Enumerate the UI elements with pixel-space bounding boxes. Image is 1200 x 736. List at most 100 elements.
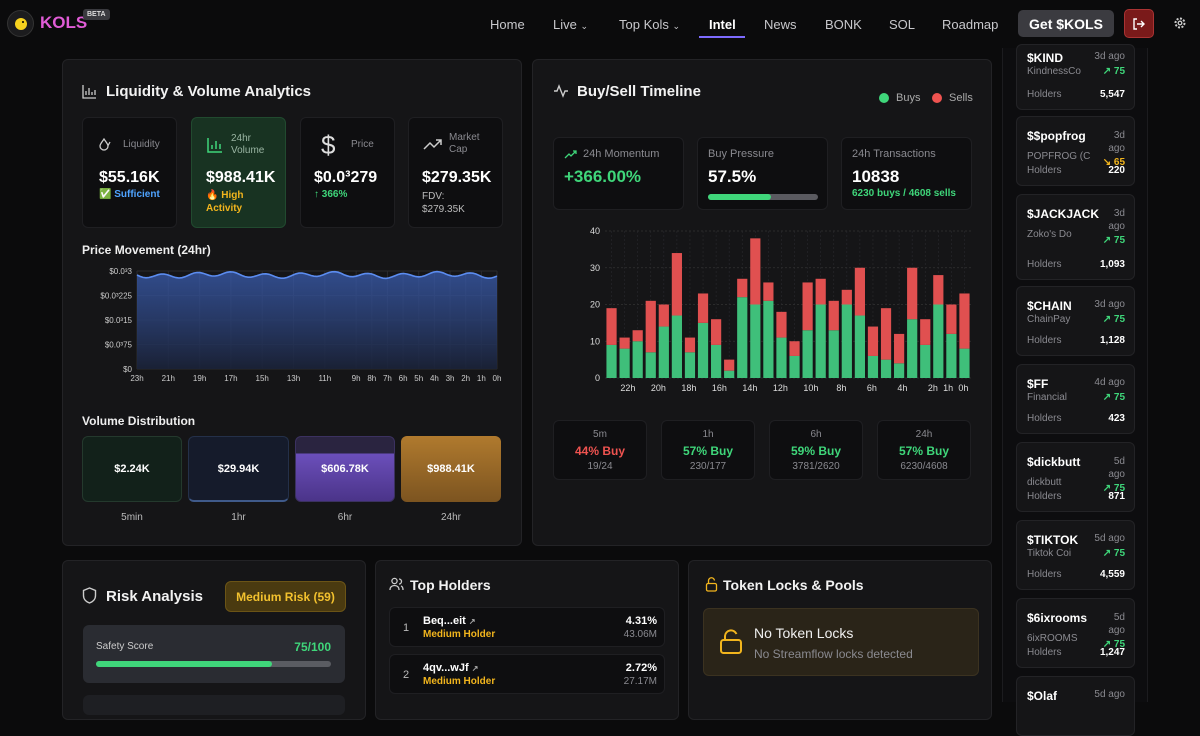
token-card[interactable]: $dickbutt 5d ago dickbutt ↗ 75 Holders 871 — [1016, 442, 1135, 512]
shield-icon — [82, 587, 97, 604]
sell-bar — [907, 267, 918, 320]
nav-home[interactable]: Home — [490, 17, 525, 32]
y-tick-label: 40 — [590, 226, 600, 236]
holder-rank: 2 — [403, 669, 410, 681]
volume-label-24hr: 24hr — [440, 512, 461, 523]
nav-sol[interactable]: SOL — [889, 17, 916, 32]
nav-live[interactable]: Live ⌄ — [553, 17, 588, 32]
buy-bar — [697, 322, 709, 378]
nav-roadmap[interactable]: Roadmap — [942, 17, 999, 32]
sell-bar — [894, 333, 905, 364]
buy-bar — [645, 352, 656, 378]
token-card[interactable]: $6ixrooms 5d ago 6ixROOMS ↗ 75 Holders 1,247 — [1016, 598, 1135, 668]
token-name: Tiktok Coi — [1027, 548, 1072, 559]
y-tick-label: $0.0³75 — [105, 341, 133, 350]
token-score: ↗ 75 — [1102, 392, 1125, 403]
sell-bar — [750, 238, 761, 305]
nav-bonk[interactable]: BONK — [825, 17, 862, 32]
stat-value: $988.41K — [206, 169, 276, 186]
token-card[interactable]: $KIND 3d ago KindnessCo ↗ 75 Holders 5,547 — [1016, 44, 1135, 110]
stat-note: FDV: $279.35K — [422, 191, 465, 215]
stat-note: ✅ Sufficient — [99, 189, 160, 200]
x-tick-label: 8h — [836, 383, 846, 393]
duck-icon — [14, 17, 27, 30]
volume-1hr: $29.94K — [188, 436, 289, 502]
stat-note: ↑ 366% — [314, 189, 348, 200]
no-locks-sub: No Streamflow locks detected — [754, 647, 913, 661]
legend-sells: Sells — [949, 92, 973, 104]
activity-icon — [554, 84, 568, 98]
momentum-card: 24h Momentum +366.00% — [553, 137, 684, 210]
logout-button[interactable] — [1124, 9, 1154, 38]
y-tick-label: 20 — [590, 300, 600, 310]
chevron-down-icon: ⌄ — [580, 21, 589, 31]
nav-top-kols[interactable]: Top Kols ⌄ — [619, 17, 680, 32]
holders-label: Holders — [1027, 647, 1062, 658]
token-card[interactable]: $JACKJACK 3d ago Zoko's Do ↗ 75 Holders 1,093 — [1016, 194, 1135, 280]
holders-count: 1,247 — [1099, 647, 1125, 658]
nav-news[interactable]: News — [764, 17, 797, 32]
token-card[interactable]: $$popfrog 3d ago POPFROG (C ↘ 65 Holders 220 — [1016, 116, 1135, 186]
kols-logo[interactable] — [7, 10, 34, 37]
unlock-icon — [705, 577, 718, 592]
window-5m: 5m 44% Buy 19/24 — [553, 420, 647, 480]
holder-row[interactable]: 2 4qv...wJf ↗ Medium Holder 2.72% 27.17M — [389, 654, 665, 694]
settings-button[interactable] — [1172, 15, 1188, 36]
holder-tag: Medium Holder — [423, 629, 496, 640]
get-kols-button[interactable]: Get $KOLS — [1018, 10, 1114, 37]
holders-label: Holders — [1027, 259, 1062, 270]
x-tick-label: 20h — [651, 383, 666, 393]
logout-icon — [1133, 17, 1145, 30]
holders-count: 871 — [1108, 491, 1125, 502]
locks-panel: Token Locks & Pools No Token Locks No St… — [688, 560, 992, 720]
buy-bar — [867, 355, 879, 378]
holder-address[interactable]: 4qv...wJf ↗ — [423, 662, 478, 674]
holders-count: 220 — [1108, 165, 1125, 176]
window-pct: 57% Buy — [682, 444, 734, 458]
holder-row[interactable]: 1 Beq...eit ↗ Medium Holder 4.31% 43.06M — [389, 607, 665, 647]
token-age: 5d ago — [1108, 612, 1125, 636]
holders-label: Holders — [1027, 335, 1062, 346]
volume-24hr: $988.41K — [401, 436, 501, 502]
window-6h: 6h 59% Buy 3781/2620 — [769, 420, 863, 480]
droplets-icon — [99, 137, 111, 151]
holder-tag: Medium Holder — [423, 676, 496, 687]
token-card[interactable]: $TIKTOK 5d ago Tiktok Coi ↗ 75 Holders 4,559 — [1016, 520, 1135, 590]
nav-intel[interactable]: Intel — [709, 17, 736, 32]
buy-bar — [750, 304, 761, 378]
safety-label: Safety Score — [96, 641, 154, 652]
x-tick-label: 13h — [287, 374, 300, 383]
x-tick-label: 22h — [620, 383, 635, 393]
buy-bar — [854, 315, 865, 378]
price-movement-title: Price Movement (24hr) — [82, 243, 211, 257]
x-tick-label: 11h — [318, 374, 331, 383]
window-ratio: 6230/4608 — [900, 461, 948, 472]
x-tick-label: 17h — [224, 374, 237, 383]
buy-bar — [737, 297, 748, 378]
holders-count: 5,547 — [1099, 89, 1125, 100]
sell-bar — [815, 278, 826, 305]
buy-bar — [763, 300, 774, 378]
token-name: dickbutt — [1027, 477, 1062, 488]
sell-bar — [619, 337, 630, 349]
token-card[interactable]: $FF 4d ago Financial ↗ 75 Holders 423 — [1016, 364, 1135, 434]
legend-buys: Buys — [896, 92, 921, 104]
sell-bar — [789, 341, 800, 356]
volume-label-6hr: 6hr — [337, 512, 353, 523]
buy-bar — [946, 333, 957, 378]
holder-address[interactable]: Beq...eit ↗ — [423, 615, 476, 627]
legend-sells-dot — [932, 93, 942, 103]
window-period: 5m — [593, 429, 607, 440]
stat-liquidity: Liquidity $55.16K ✅ Sufficient — [82, 117, 177, 228]
token-card[interactable]: $Olaf 5d ago — [1016, 676, 1135, 736]
token-card[interactable]: $CHAIN 3d ago ChainPay ↗ 75 Holders 1,128 — [1016, 286, 1135, 356]
brand-name[interactable]: KOLS — [40, 13, 88, 32]
stat-value: $0.0³279 — [314, 169, 378, 186]
token-ticker: $KIND — [1027, 51, 1064, 65]
beta-badge: BETA — [83, 9, 110, 20]
risk-panel: Risk Analysis Medium Risk (59) Safety Sc… — [62, 560, 366, 720]
token-age: 3d ago — [1094, 51, 1125, 62]
buy-bar — [907, 319, 918, 378]
risk-badge: Medium Risk (59) — [225, 581, 346, 612]
sell-bar — [671, 253, 682, 316]
